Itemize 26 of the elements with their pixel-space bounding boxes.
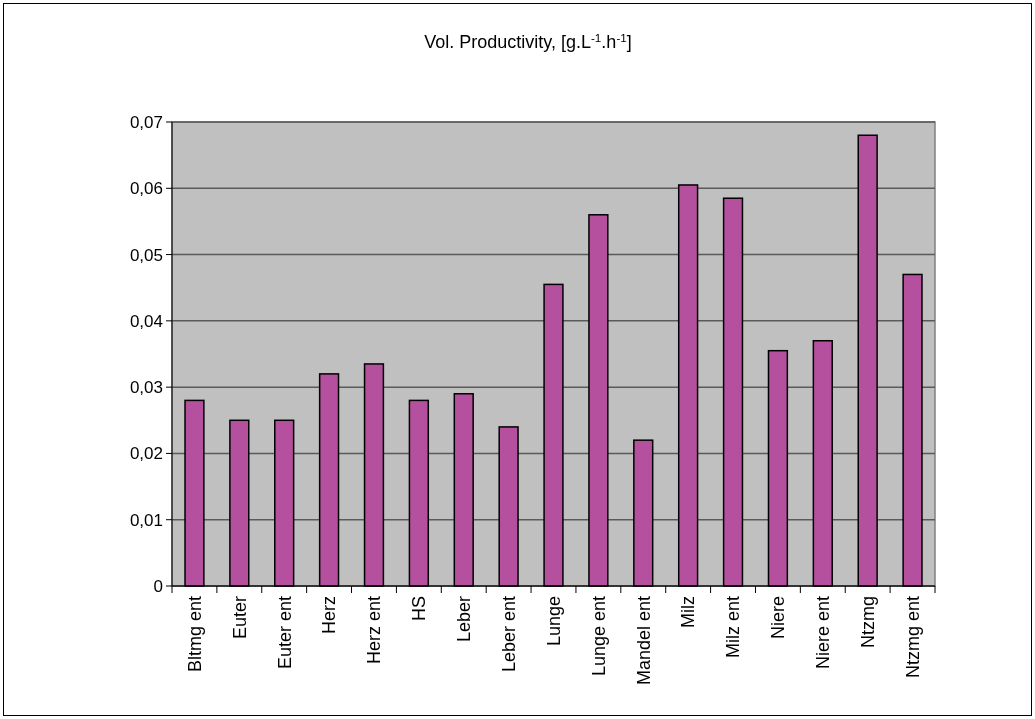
- x-tick-label: Euter: [229, 596, 250, 640]
- x-tick-label: Niere ent: [813, 596, 834, 670]
- x-tick-label: Ntzmg ent: [902, 596, 923, 679]
- x-tick-label: Leber ent: [498, 596, 519, 673]
- y-tick-label: 0,01: [129, 510, 163, 530]
- chart-title: Vol. Productivity, [g.L$^{-1}$.h$^{-1}$]: [424, 30, 632, 52]
- x-tick-label: Leber: [454, 596, 475, 643]
- x-tick-label: Euter ent: [274, 596, 295, 670]
- x-tick-label: Niere: [768, 596, 789, 640]
- y-tick-label: 0,03: [129, 378, 163, 398]
- x-tick-label: HS: [409, 596, 430, 622]
- y-tick-label: 0,02: [129, 444, 163, 464]
- x-tick-label: Lunge ent: [588, 596, 609, 677]
- y-tick-label: 0,04: [129, 311, 163, 331]
- x-tick-label: Milz ent: [723, 596, 744, 659]
- y-tick-label: 0,07: [129, 112, 163, 132]
- x-tick-label: Lunge: [543, 596, 564, 647]
- x-tick-label: Herz: [319, 596, 340, 635]
- x-tick-label: Mandel ent: [633, 596, 654, 686]
- x-tick-label: Milz: [678, 596, 699, 628]
- x-tick-label: Ntzmg: [857, 596, 878, 649]
- y-tick-label: 0: [153, 576, 163, 596]
- x-tick-label: Bltmg ent: [184, 596, 205, 673]
- y-tick-label: 0,06: [129, 179, 163, 199]
- x-tick-label: Herz ent: [364, 596, 385, 665]
- y-tick-label: 0,05: [129, 245, 163, 265]
